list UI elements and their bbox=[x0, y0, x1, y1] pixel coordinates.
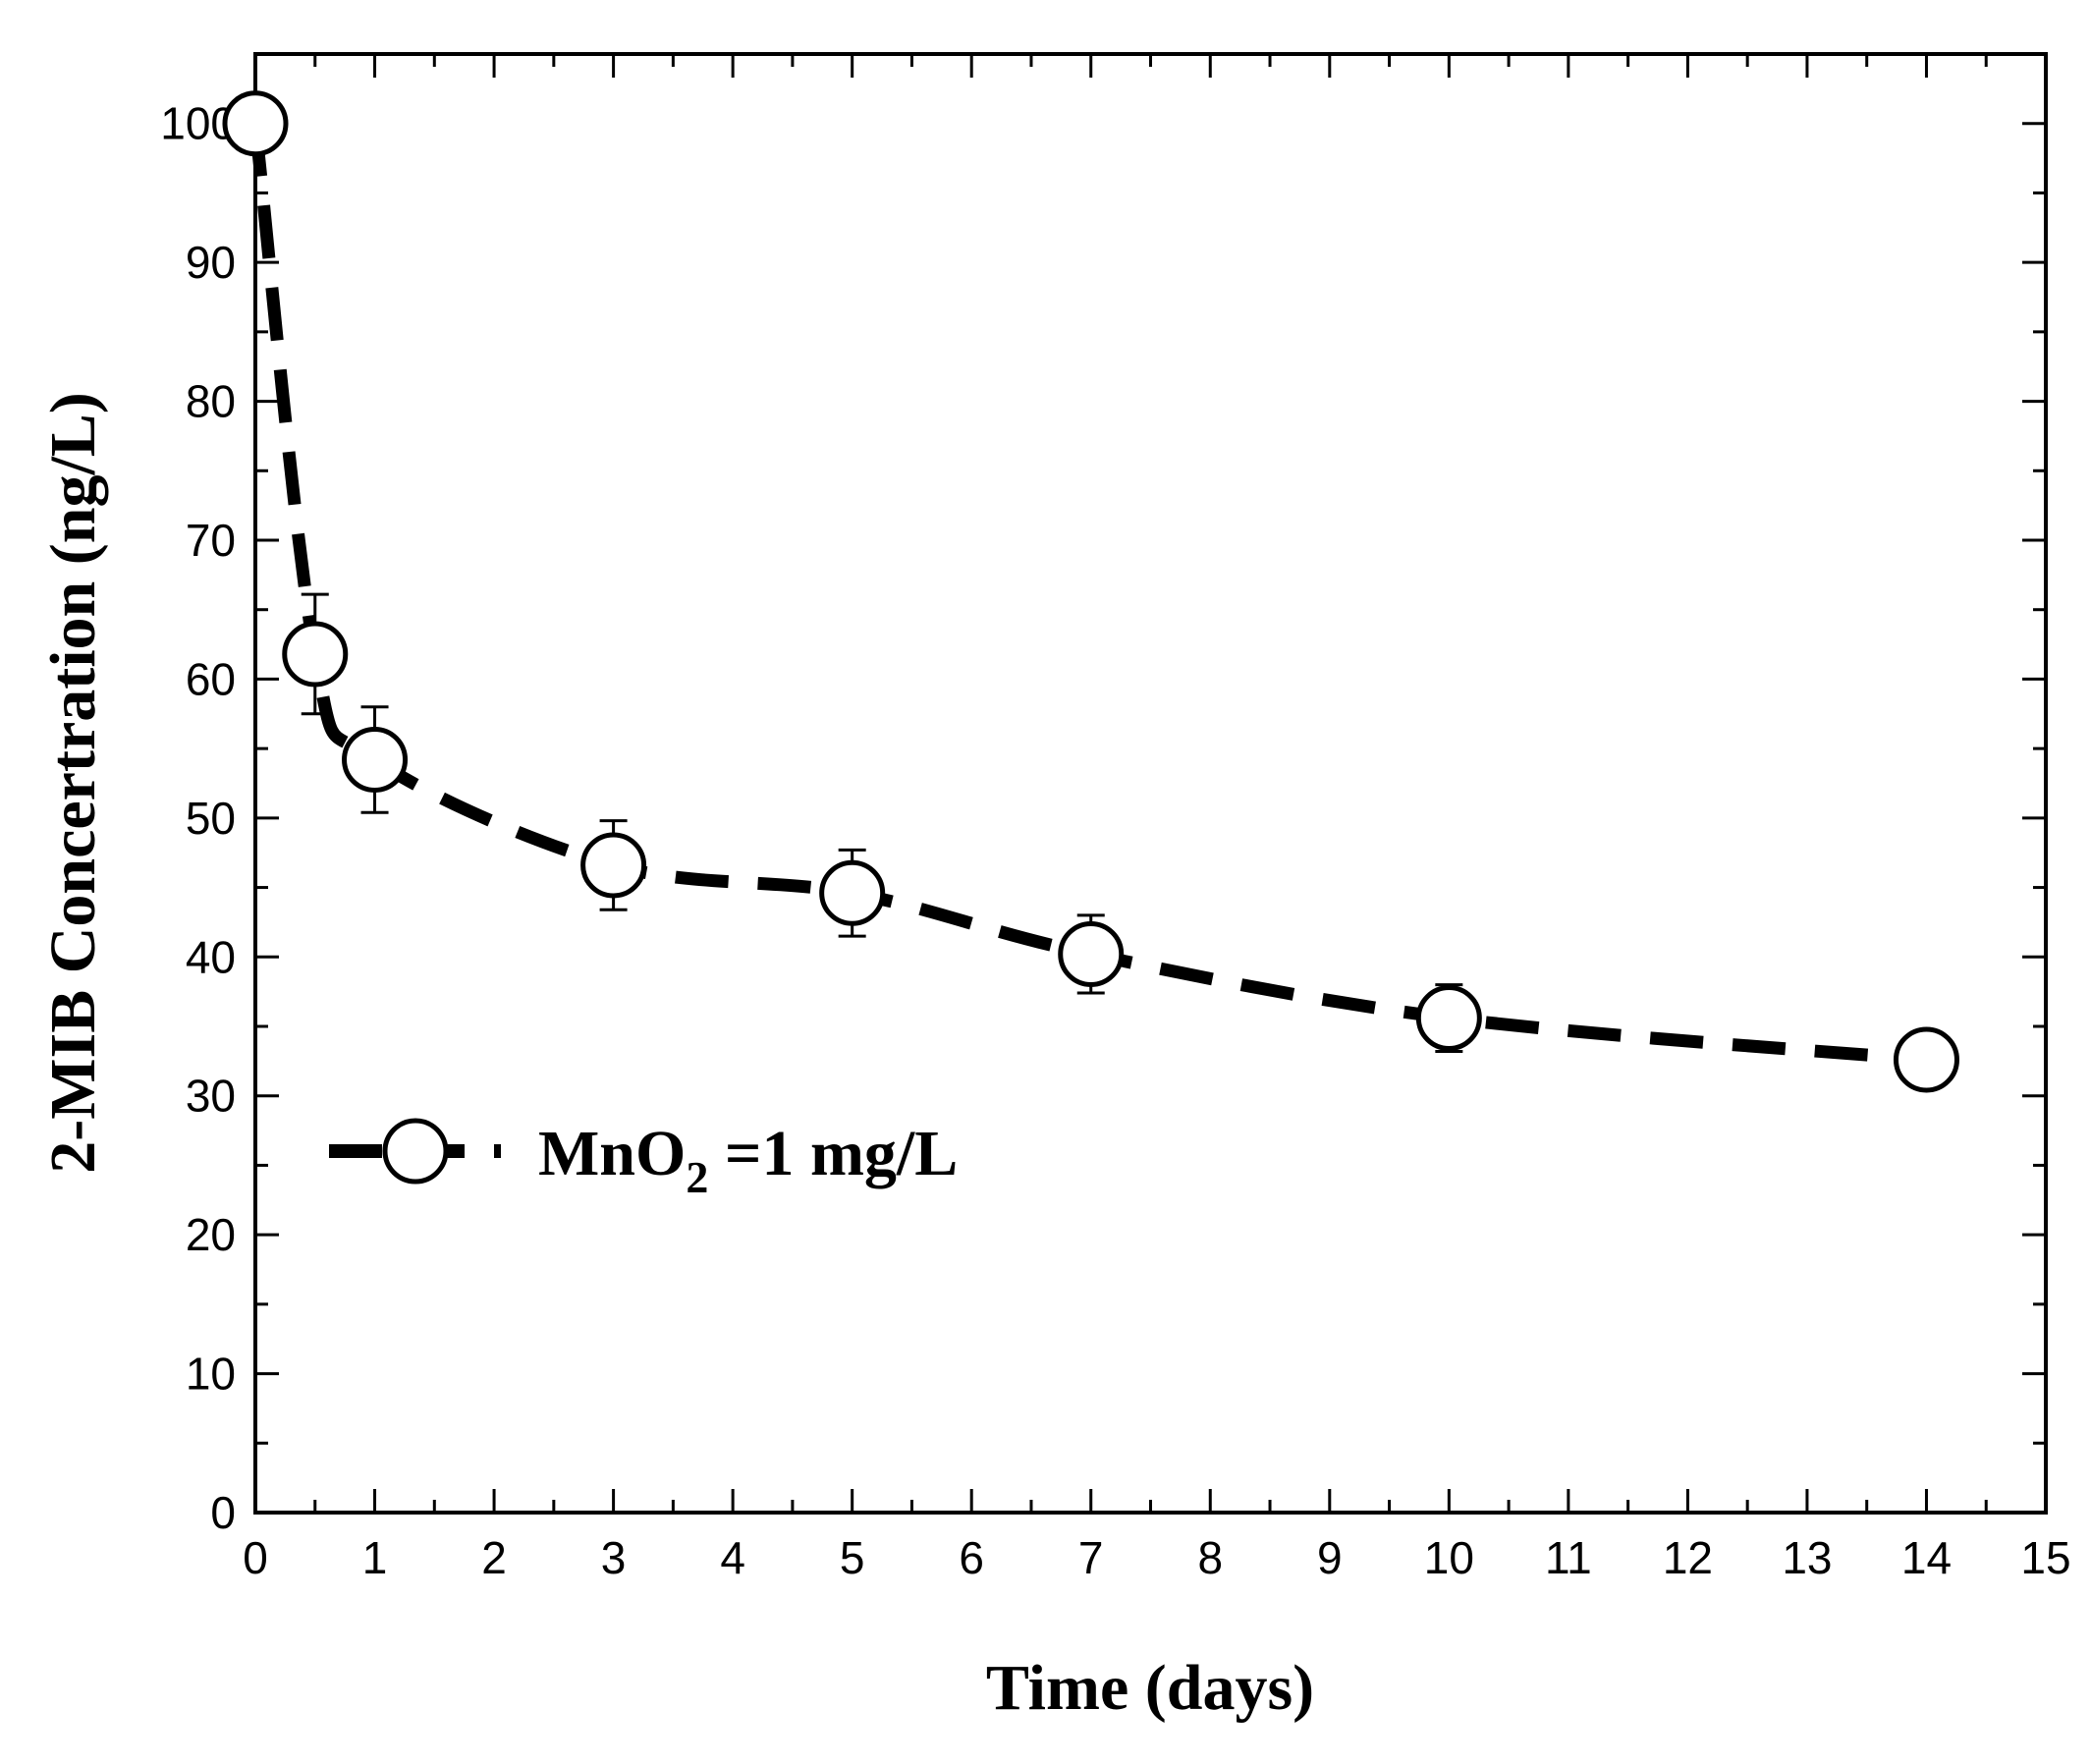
axis-tick-labels: 0 1 2 3 4 5 6 7 8 9 10 11 12 13 14 15010203040506070809… bbox=[160, 98, 2070, 1583]
x-tick-label: 10 bbox=[1424, 1532, 1474, 1583]
x-tick-label: 1 bbox=[362, 1532, 388, 1583]
data-point bbox=[1058, 920, 1125, 987]
x-tick-label: 13 bbox=[1782, 1532, 1832, 1583]
plot-frame bbox=[253, 52, 2048, 1515]
x-tick-label: 11 bbox=[1545, 1532, 1592, 1583]
data-point bbox=[222, 90, 289, 157]
y-tick-label: 30 bbox=[186, 1071, 236, 1122]
x-tick-label: 9 bbox=[1317, 1532, 1343, 1583]
y-tick-label: 70 bbox=[186, 515, 236, 566]
y-tick-label: 60 bbox=[186, 653, 236, 704]
x-axis-title: Time (days) bbox=[986, 1652, 1314, 1724]
y-tick-label: 10 bbox=[186, 1349, 236, 1400]
data-series bbox=[222, 90, 1959, 1093]
legend-marker bbox=[382, 1118, 449, 1185]
data-point bbox=[1415, 985, 1482, 1052]
y-tick-label: 50 bbox=[186, 793, 236, 844]
data-point bbox=[1893, 1026, 1959, 1093]
y-tick-label: 80 bbox=[186, 376, 236, 427]
legend: MnO2 =1 mg/L bbox=[329, 1118, 958, 1202]
data-point bbox=[342, 726, 409, 793]
y-tick-label: 90 bbox=[186, 237, 236, 288]
legend-label: MnO2 =1 mg/L bbox=[538, 1118, 958, 1202]
x-tick-label: 6 bbox=[959, 1532, 984, 1583]
x-tick-label: 5 bbox=[840, 1532, 865, 1583]
x-tick-label: 2 bbox=[481, 1532, 507, 1583]
x-tick-label: 3 bbox=[601, 1532, 627, 1583]
y-tick-label: 0 bbox=[210, 1487, 236, 1538]
data-point bbox=[282, 621, 349, 688]
data-point bbox=[819, 859, 886, 926]
y-tick-label: 40 bbox=[186, 931, 236, 982]
x-tick-label: 4 bbox=[720, 1532, 745, 1583]
y-axis-title: 2-MIB Concertration (ng/L) bbox=[37, 392, 109, 1174]
x-tick-label: 7 bbox=[1078, 1532, 1104, 1583]
axis-ticks bbox=[253, 52, 2048, 1515]
data-point bbox=[580, 832, 647, 899]
x-tick-label: 14 bbox=[1901, 1532, 1952, 1583]
x-tick-label: 0 bbox=[243, 1532, 268, 1583]
legend-subscript: 2 bbox=[686, 1152, 708, 1202]
x-tick-label: 12 bbox=[1663, 1532, 1713, 1583]
y-tick-label: 20 bbox=[186, 1209, 236, 1260]
x-tick-label: 8 bbox=[1197, 1532, 1223, 1583]
x-tick-label: 15 bbox=[2020, 1532, 2070, 1583]
